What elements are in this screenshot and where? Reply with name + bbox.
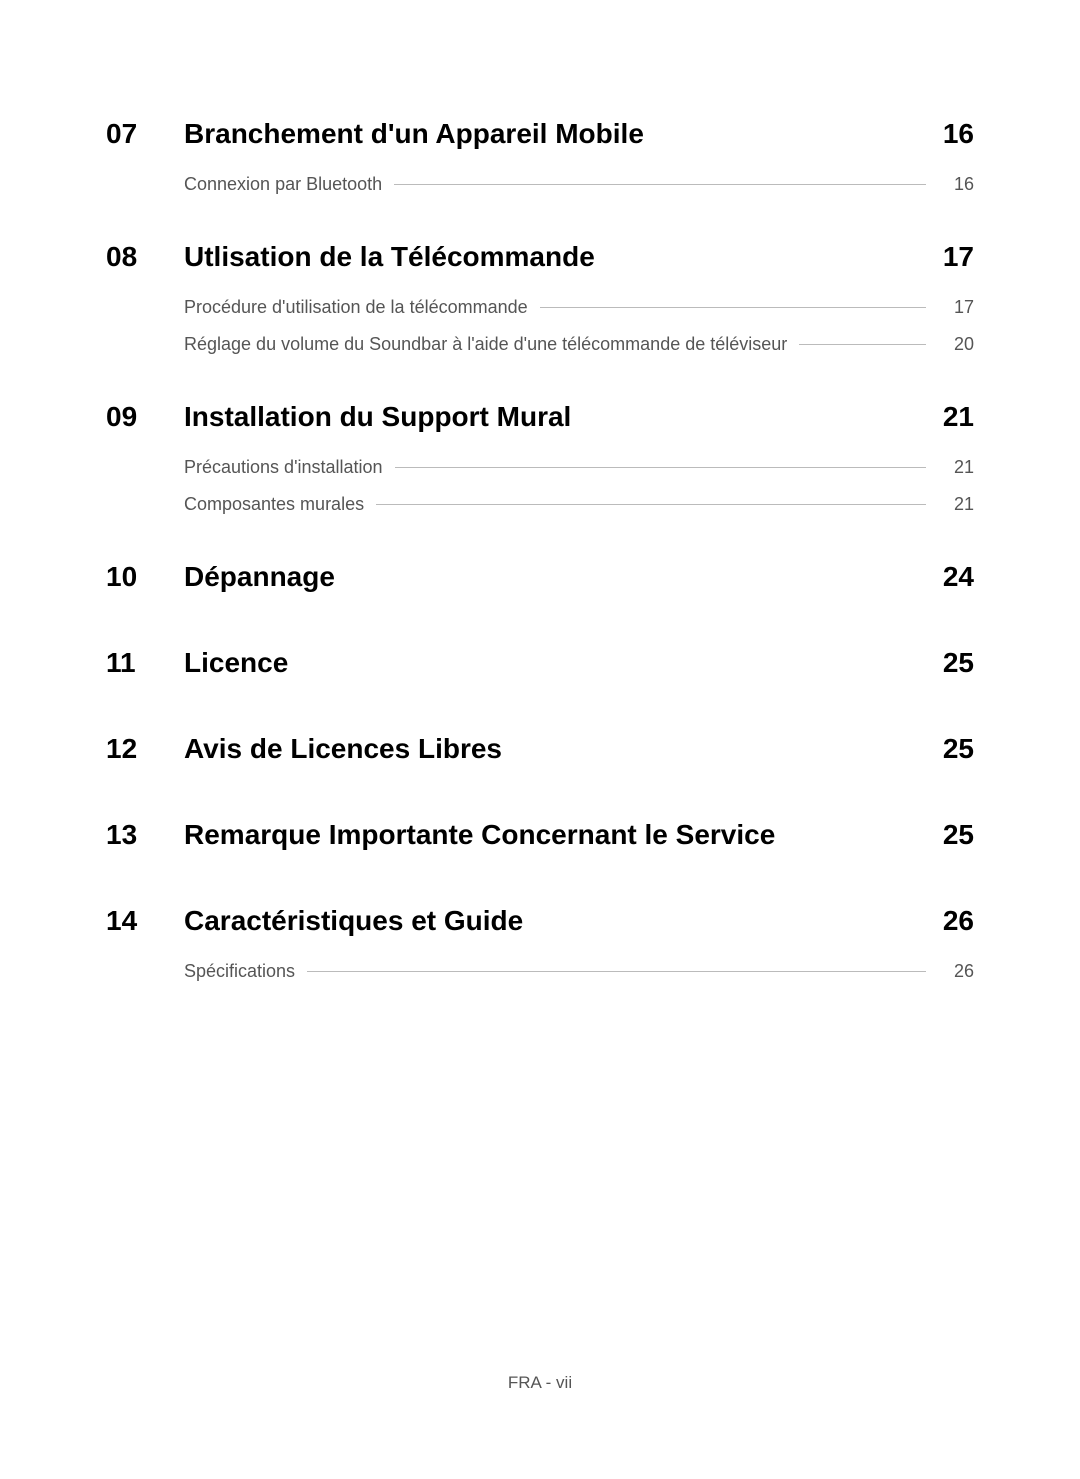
toc-section-header-row: 11Licence 25 [106,647,974,703]
section-header: Utlisation de la Télécommande 17 [184,241,974,273]
toc-section-header-row: 13Remarque Importante Concernant le Serv… [106,819,974,875]
subitem-title: Composantes murales [184,494,364,515]
toc-subitem: Réglage du volume du Soundbar à l'aide d… [184,334,974,355]
subitem-page-number: 21 [944,494,974,515]
section-header: Caractéristiques et Guide 26 [184,905,974,937]
toc-section-header-row: 07Branchement d'un Appareil Mobile16Conn… [106,118,974,211]
toc-section: 11Licence 25 [106,647,974,703]
section-content: Installation du Support Mural21Précautio… [184,401,974,531]
section-page-number: 16 [943,118,974,150]
toc-section-header-row: 08Utlisation de la Télécommande 17 Procédu… [106,241,974,371]
subitem-title: Connexion par Bluetooth [184,174,382,195]
toc-section: 09Installation du Support Mural21Précaut… [106,401,974,531]
section-content: Avis de Licences Libres 25 [184,733,974,789]
subitem-page-number: 21 [944,457,974,478]
section-number: 09 [106,401,184,433]
toc-subitem: Spécifications 26 [184,961,974,982]
section-title: Avis de Licences Libres [184,733,502,765]
toc-section: 08Utlisation de la Télécommande 17 Procédu… [106,241,974,371]
leader-line [394,184,926,185]
section-content: Licence 25 [184,647,974,703]
section-page-number: 21 [943,401,974,433]
section-title: Installation du Support Mural [184,401,571,433]
section-number: 13 [106,819,184,851]
section-page-number: 24 [943,561,974,593]
section-header: Licence 25 [184,647,974,679]
section-title: Utlisation de la Télécommande [184,241,595,273]
section-page-number: 25 [943,733,974,765]
section-title: Dépannage [184,561,335,593]
toc-section-header-row: 10Dépannage 24 [106,561,974,617]
subitem-title: Précautions d'installation [184,457,383,478]
subitem-page-number: 26 [944,961,974,982]
section-header: Branchement d'un Appareil Mobile 16 [184,118,974,150]
section-number: 08 [106,241,184,273]
toc-subitem: Précautions d'installation 21 [184,457,974,478]
toc-section-header-row: 12Avis de Licences Libres 25 [106,733,974,789]
section-number: 11 [106,647,184,679]
page-footer: FRA - vii [0,1373,1080,1393]
section-content: Remarque Importante Concernant le Servic… [184,819,974,875]
section-header: Remarque Importante Concernant le Servic… [184,819,974,851]
subitem-page-number: 20 [944,334,974,355]
section-content: Utlisation de la Télécommande 17 Procédure… [184,241,974,371]
toc-subitem: Connexion par Bluetooth 16 [184,174,974,195]
section-content: Caractéristiques et Guide26Spécification… [184,905,974,998]
leader-line [395,467,926,468]
leader-line [540,307,926,308]
toc-section-header-row: 14Caractéristiques et Guide26Spécificati… [106,905,974,998]
section-number: 14 [106,905,184,937]
subitem-page-number: 17 [944,297,974,318]
section-number: 10 [106,561,184,593]
toc-section: 10Dépannage 24 [106,561,974,617]
section-header: Avis de Licences Libres 25 [184,733,974,765]
subitem-page-number: 16 [944,174,974,195]
subitem-title: Réglage du volume du Soundbar à l'aide d… [184,334,787,355]
section-title: Licence [184,647,288,679]
toc-section-header-row: 09Installation du Support Mural21Précaut… [106,401,974,531]
toc-subitem: Composantes murales 21 [184,494,974,515]
section-number: 07 [106,118,184,150]
subitem-title: Procédure d'utilisation de la télécomman… [184,297,528,318]
leader-line [376,504,926,505]
section-content: Dépannage 24 [184,561,974,617]
toc-section: 12Avis de Licences Libres 25 [106,733,974,789]
section-title: Caractéristiques et Guide [184,905,523,937]
section-title: Branchement d'un Appareil Mobile [184,118,644,150]
section-page-number: 17 [943,241,974,273]
section-page-number: 25 [943,819,974,851]
subitem-title: Spécifications [184,961,295,982]
section-header: Installation du Support Mural 21 [184,401,974,433]
section-page-number: 26 [943,905,974,937]
section-number: 12 [106,733,184,765]
leader-line [799,344,926,345]
section-page-number: 25 [943,647,974,679]
leader-line [307,971,926,972]
section-title: Remarque Importante Concernant le Servic… [184,819,775,851]
section-content: Branchement d'un Appareil Mobile16Connex… [184,118,974,211]
toc-section: 14Caractéristiques et Guide26Spécificati… [106,905,974,998]
toc-section: 07Branchement d'un Appareil Mobile16Conn… [106,118,974,211]
table-of-contents: 07Branchement d'un Appareil Mobile16Conn… [106,118,974,998]
toc-section: 13Remarque Importante Concernant le Serv… [106,819,974,875]
toc-subitem: Procédure d'utilisation de la télécomman… [184,297,974,318]
section-header: Dépannage 24 [184,561,974,593]
